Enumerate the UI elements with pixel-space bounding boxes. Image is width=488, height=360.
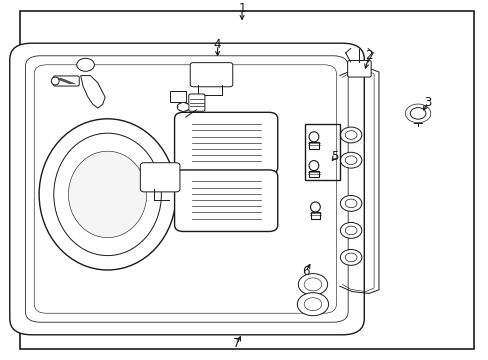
Circle shape: [340, 249, 361, 265]
Circle shape: [77, 58, 94, 71]
Ellipse shape: [310, 202, 320, 212]
Circle shape: [345, 156, 356, 165]
Circle shape: [304, 278, 321, 291]
Circle shape: [345, 253, 356, 262]
Circle shape: [340, 127, 361, 143]
Ellipse shape: [51, 77, 59, 85]
Ellipse shape: [54, 133, 161, 256]
Text: 1: 1: [238, 3, 245, 15]
Circle shape: [409, 108, 425, 119]
FancyBboxPatch shape: [10, 43, 364, 335]
Circle shape: [297, 293, 328, 316]
Ellipse shape: [308, 161, 318, 171]
FancyBboxPatch shape: [174, 170, 277, 231]
Circle shape: [340, 195, 361, 211]
FancyBboxPatch shape: [308, 171, 318, 177]
Text: 4: 4: [213, 39, 221, 51]
Text: 2: 2: [365, 49, 372, 62]
Bar: [305, 124, 340, 180]
FancyBboxPatch shape: [140, 163, 180, 192]
Circle shape: [345, 131, 356, 139]
Circle shape: [345, 199, 356, 208]
FancyBboxPatch shape: [174, 112, 277, 174]
FancyBboxPatch shape: [53, 76, 79, 86]
Polygon shape: [81, 76, 105, 108]
Circle shape: [304, 298, 321, 311]
Ellipse shape: [177, 102, 189, 112]
Ellipse shape: [308, 132, 318, 142]
Text: 6: 6: [301, 265, 309, 278]
FancyBboxPatch shape: [310, 212, 320, 219]
FancyBboxPatch shape: [170, 91, 185, 102]
FancyBboxPatch shape: [347, 60, 370, 77]
FancyBboxPatch shape: [308, 142, 318, 149]
Ellipse shape: [39, 119, 176, 270]
FancyBboxPatch shape: [190, 63, 232, 87]
FancyBboxPatch shape: [188, 94, 204, 111]
Ellipse shape: [68, 151, 146, 238]
Circle shape: [298, 274, 327, 295]
Text: 5: 5: [330, 150, 338, 163]
Circle shape: [340, 152, 361, 168]
Text: 7: 7: [233, 337, 241, 350]
Circle shape: [340, 222, 361, 238]
Circle shape: [345, 226, 356, 235]
Text: 3: 3: [423, 96, 431, 109]
